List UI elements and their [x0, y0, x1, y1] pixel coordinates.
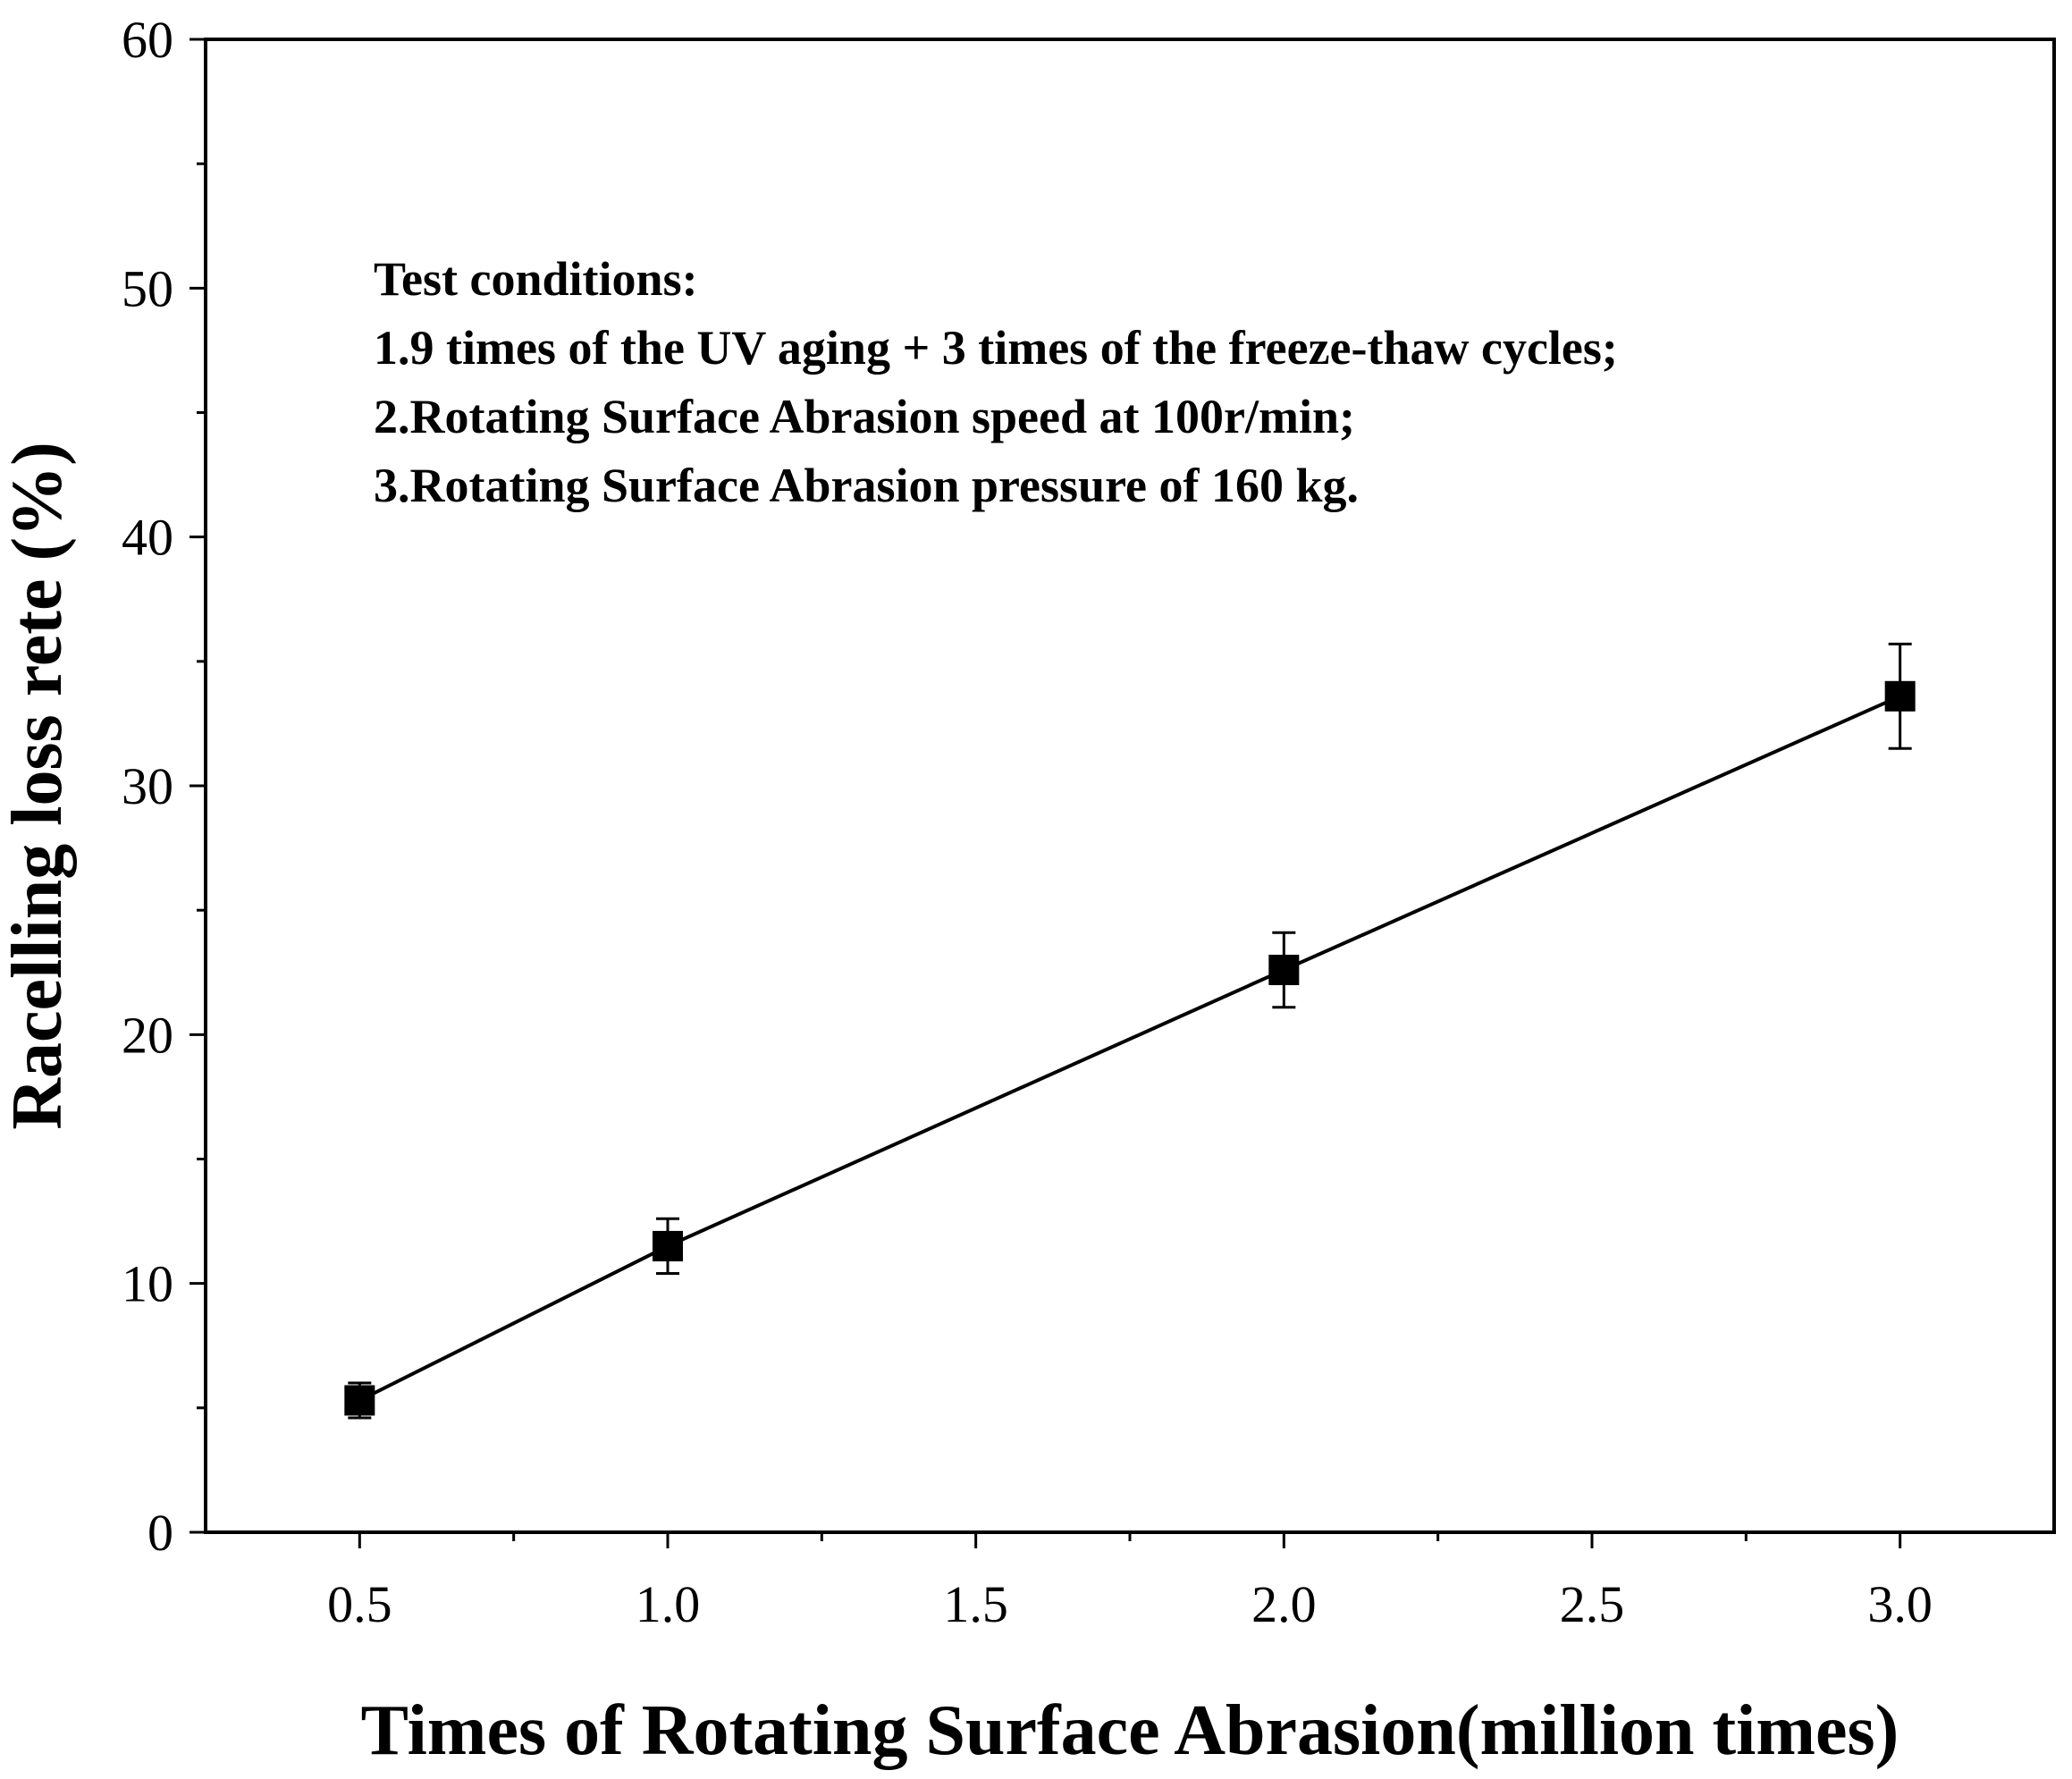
y-tick-label: 0 [147, 1504, 173, 1562]
y-tick-label: 10 [122, 1255, 173, 1313]
series-group [344, 642, 1916, 1420]
data-point-marker [1268, 954, 1300, 985]
annotation-heading: Test conditions: [374, 252, 698, 306]
x-tick-label: 2.5 [1560, 1575, 1625, 1633]
x-tick-label: 2.0 [1251, 1575, 1317, 1633]
x-tick-label: 0.5 [327, 1575, 392, 1633]
y-axis-title: Racelling loss rete (%) [0, 442, 77, 1129]
annotation-block: Test conditions: 1.9 times of the UV agi… [374, 252, 1618, 512]
y-tick-label: 40 [122, 509, 173, 567]
data-point-marker [653, 1230, 683, 1261]
series-line [358, 694, 1901, 1403]
annotation-line-2: 2.Rotating Surface Abrasion speed at 100… [374, 390, 1355, 443]
annotation-line-3: 3.Rotating Surface Abrasion pressure of … [374, 459, 1359, 512]
x-tick-label: 1.0 [636, 1575, 701, 1633]
x-tick-label: 3.0 [1867, 1575, 1933, 1633]
y-axis-ticks: 0 10 20 30 40 50 60 [122, 11, 206, 1562]
x-axis-title: Times of Rotating Surface Abrasion(milli… [361, 1691, 1899, 1770]
annotation-line-1: 1.9 times of the UV aging + 3 times of t… [374, 321, 1618, 375]
y-tick-label: 50 [122, 259, 173, 317]
data-point-marker [1884, 680, 1916, 712]
y-tick-label: 30 [122, 757, 173, 815]
x-axis-ticks: 0.5 1.0 1.5 2.0 2.5 3.0 [327, 1532, 1933, 1633]
x-tick-label: 1.5 [943, 1575, 1008, 1633]
data-point-marker [344, 1385, 375, 1416]
y-tick-label: 60 [122, 11, 173, 69]
y-tick-label: 20 [122, 1006, 173, 1064]
